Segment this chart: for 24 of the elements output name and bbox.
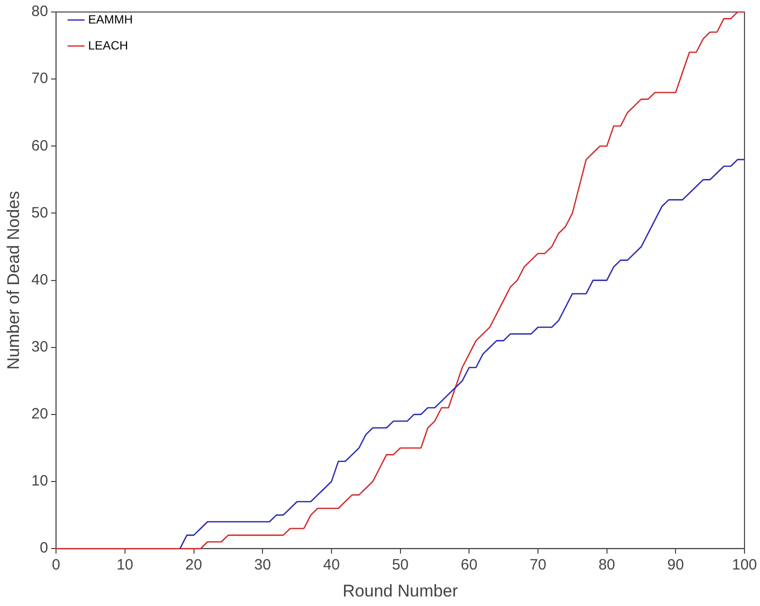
y-tick-label: 60	[31, 137, 48, 154]
x-tick-label: 0	[52, 556, 60, 574]
x-tick-label: 80	[598, 556, 616, 574]
x-tick-label: 40	[323, 556, 340, 574]
x-tick-label: 10	[116, 556, 134, 574]
y-tick-label: 20	[31, 406, 48, 423]
legend-label: EAMMH	[88, 12, 133, 26]
y-tick-label: 40	[31, 271, 48, 288]
x-tick-label: 20	[185, 556, 202, 574]
y-tick-label: 70	[31, 70, 48, 88]
x-tick-label: 90	[667, 556, 684, 574]
x-tick-label: 100	[732, 556, 757, 574]
x-axis-title: Round Number	[342, 581, 458, 600]
y-tick-label: 80	[31, 3, 48, 20]
x-tick-label: 70	[530, 556, 546, 574]
y-axis-title: Number of Dead Nodes	[4, 191, 23, 370]
x-tick-label: 30	[254, 556, 271, 574]
y-tick-label: 0	[40, 540, 48, 557]
legend-label: LEACH	[88, 38, 128, 52]
x-tick-label: 60	[460, 556, 478, 574]
x-tick-label: 50	[392, 556, 409, 574]
y-tick-label: 50	[31, 204, 48, 222]
y-tick-label: 10	[31, 472, 48, 490]
y-tick-label: 30	[31, 338, 48, 356]
